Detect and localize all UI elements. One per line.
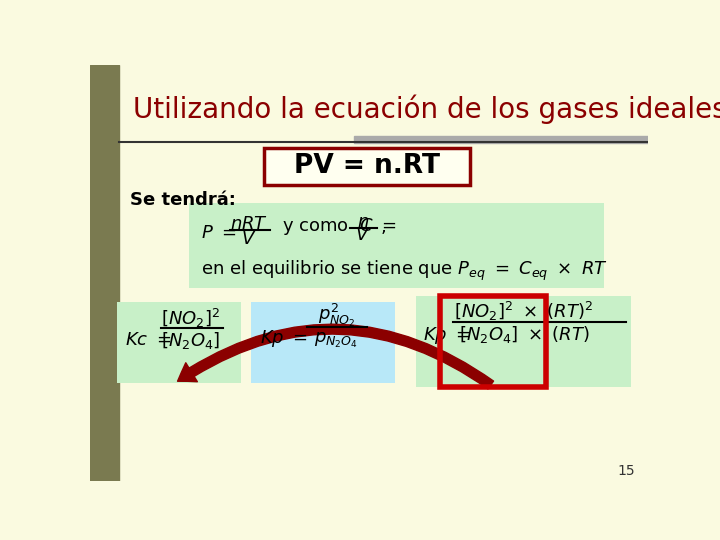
Text: $Kc\ =$: $Kc\ =$ bbox=[125, 332, 171, 349]
Text: $[N_2O_4]$: $[N_2O_4]$ bbox=[161, 330, 220, 351]
Text: $[NO_2]^2$: $[NO_2]^2$ bbox=[161, 307, 220, 330]
Bar bbox=[90, 65, 120, 481]
Text: $nRT$: $nRT$ bbox=[230, 215, 268, 233]
FancyArrowPatch shape bbox=[178, 324, 493, 389]
Text: $Kp\ =$: $Kp\ =$ bbox=[261, 328, 308, 349]
FancyBboxPatch shape bbox=[117, 302, 241, 383]
Text: en el equilibrio se tiene que $P_{eq}\ =\ C_{eq}\ \times\ RT$: en el equilibrio se tiene que $P_{eq}\ =… bbox=[201, 259, 608, 284]
Text: $[N_2O_4]\ \times\ (RT)$: $[N_2O_4]\ \times\ (RT)$ bbox=[459, 324, 589, 345]
Text: Se tendrá:: Se tendrá: bbox=[130, 191, 236, 208]
Text: $n$: $n$ bbox=[356, 213, 369, 231]
FancyBboxPatch shape bbox=[251, 302, 395, 383]
Text: $P\ =\ $: $P\ =\ $ bbox=[201, 224, 236, 242]
Text: 15: 15 bbox=[617, 464, 635, 478]
Text: $V$: $V$ bbox=[355, 226, 371, 244]
FancyBboxPatch shape bbox=[415, 296, 631, 387]
Bar bbox=[354, 137, 648, 143]
Text: PV = n.RT: PV = n.RT bbox=[294, 153, 440, 179]
Text: $[NO_2]^2\ \times\ (RT)^2$: $[NO_2]^2\ \times\ (RT)^2$ bbox=[454, 300, 593, 323]
Text: Utilizando la ecuación de los gases ideales:: Utilizando la ecuación de los gases idea… bbox=[132, 94, 720, 124]
FancyBboxPatch shape bbox=[264, 148, 469, 185]
Text: $,$: $,$ bbox=[380, 218, 386, 235]
Text: y como  $C\ =$: y como $C\ =$ bbox=[282, 216, 397, 237]
Text: $p_{N_2O_4}$: $p_{N_2O_4}$ bbox=[315, 331, 359, 350]
Text: $Kp\ =$: $Kp\ =$ bbox=[423, 325, 471, 346]
Text: $V$: $V$ bbox=[241, 230, 256, 248]
Text: $p^2_{NO_2}$: $p^2_{NO_2}$ bbox=[318, 302, 355, 329]
FancyBboxPatch shape bbox=[189, 204, 604, 288]
